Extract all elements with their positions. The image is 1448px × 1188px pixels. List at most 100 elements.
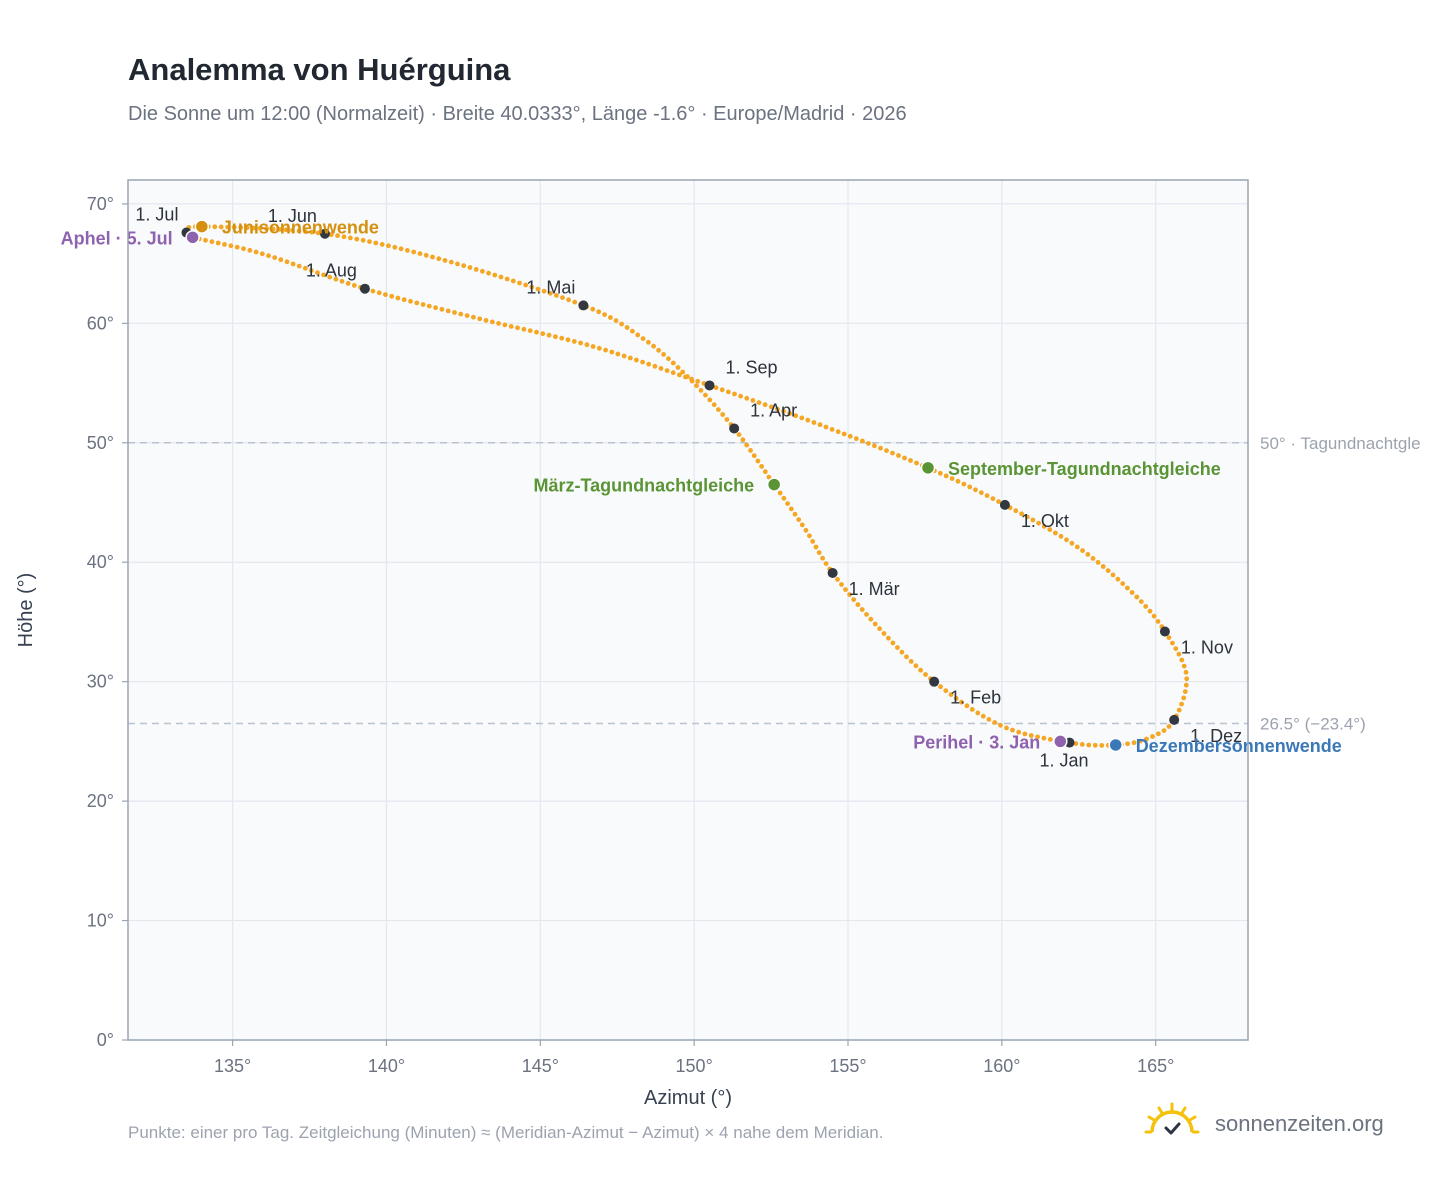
- day-point: [253, 249, 259, 255]
- day-point: [328, 232, 334, 238]
- day-point: [596, 309, 602, 315]
- day-point: [953, 696, 959, 701]
- day-point: [1179, 657, 1185, 663]
- day-point: [264, 226, 269, 232]
- day-point: [775, 406, 780, 412]
- y-tick-label: 50°: [87, 433, 114, 453]
- day-point: [389, 293, 395, 299]
- day-point: [234, 244, 240, 250]
- day-point: [483, 318, 489, 323]
- day-point: [1134, 594, 1140, 600]
- day-point: [1073, 741, 1079, 746]
- day-point: [296, 228, 302, 234]
- day-point: [666, 356, 671, 362]
- day-point: [621, 353, 627, 359]
- day-point: [755, 458, 761, 464]
- solstice_winter-point: [1108, 737, 1123, 753]
- day-point: [1183, 669, 1189, 675]
- day-point: [1047, 527, 1053, 532]
- x-tick-label: 135°: [214, 1056, 251, 1076]
- day-point: [1166, 635, 1172, 640]
- day-point: [383, 292, 388, 297]
- day-point: [251, 225, 257, 231]
- day-point: [720, 412, 726, 417]
- day-point: [370, 288, 376, 294]
- day-point: [914, 460, 919, 466]
- day-point: [670, 360, 676, 366]
- day-point: [847, 433, 853, 439]
- day-point: [707, 397, 713, 403]
- day-point: [899, 649, 905, 655]
- day-point: [535, 286, 541, 292]
- day-point: [1131, 740, 1137, 746]
- day-point: [461, 263, 467, 269]
- day-point: [1092, 742, 1098, 748]
- day-point: [990, 496, 996, 501]
- day-point: [392, 244, 398, 250]
- day-point: [711, 402, 717, 408]
- day-point: [554, 293, 559, 298]
- day-point: [937, 470, 943, 476]
- day-point: [646, 361, 652, 367]
- day-point: [405, 248, 410, 253]
- day-point: [694, 383, 699, 389]
- day-point: [884, 448, 889, 453]
- y-tick-label: 10°: [87, 911, 114, 931]
- x-tick-label: 155°: [829, 1056, 866, 1076]
- day-point: [713, 385, 719, 391]
- day-point: [619, 321, 624, 327]
- day-point: [896, 453, 901, 458]
- day-point: [943, 688, 949, 694]
- day-point: [736, 432, 742, 437]
- day-point: [992, 720, 998, 725]
- day-point: [560, 295, 565, 300]
- day-point: [646, 339, 651, 345]
- apsis-label: Perihel · 3. Jan: [913, 732, 1040, 752]
- day-point: [703, 392, 708, 398]
- day-point: [1143, 604, 1149, 609]
- day-point: [203, 237, 208, 243]
- day-point: [1064, 537, 1069, 543]
- equinox-label: März-Tagundnachtgleiche: [533, 476, 754, 496]
- day-point: [792, 511, 798, 517]
- day-point: [698, 388, 704, 393]
- day-point: [955, 478, 961, 484]
- day-point: [913, 663, 919, 669]
- day-point: [959, 699, 964, 705]
- day-point: [866, 441, 871, 446]
- y-tick-label: 20°: [87, 791, 114, 811]
- day-point: [333, 276, 339, 282]
- day-point: [241, 246, 246, 252]
- day-point: [244, 225, 250, 231]
- day-point: [675, 365, 681, 370]
- day-point: [788, 506, 794, 512]
- day-point: [327, 274, 333, 280]
- day-point: [496, 321, 501, 326]
- day-point: [851, 597, 857, 602]
- brand[interactable]: sonnenzeiten.org: [1144, 1102, 1404, 1148]
- day-point: [565, 337, 571, 343]
- day-point: [1105, 568, 1111, 573]
- day-point: [978, 490, 984, 496]
- month-label: 1. Sep: [726, 357, 778, 377]
- day-point: [1035, 734, 1040, 740]
- day-point: [805, 417, 811, 423]
- x-tick-label: 160°: [983, 1056, 1020, 1076]
- day-point: [420, 302, 426, 307]
- y-tick-label: 40°: [87, 552, 114, 572]
- day-point: [651, 343, 656, 349]
- day-point: [489, 319, 495, 325]
- day-point: [303, 229, 308, 234]
- day-point: [1030, 517, 1036, 523]
- day-point: [1182, 689, 1188, 694]
- day-point: [689, 376, 694, 382]
- day-point: [943, 473, 949, 479]
- day-point: [1090, 556, 1096, 561]
- day-point: [627, 355, 633, 361]
- day-point: [455, 261, 460, 267]
- day-point: [670, 370, 676, 376]
- day-point: [878, 445, 883, 451]
- day-point: [1129, 590, 1135, 595]
- plot-frame: [127, 179, 1249, 1041]
